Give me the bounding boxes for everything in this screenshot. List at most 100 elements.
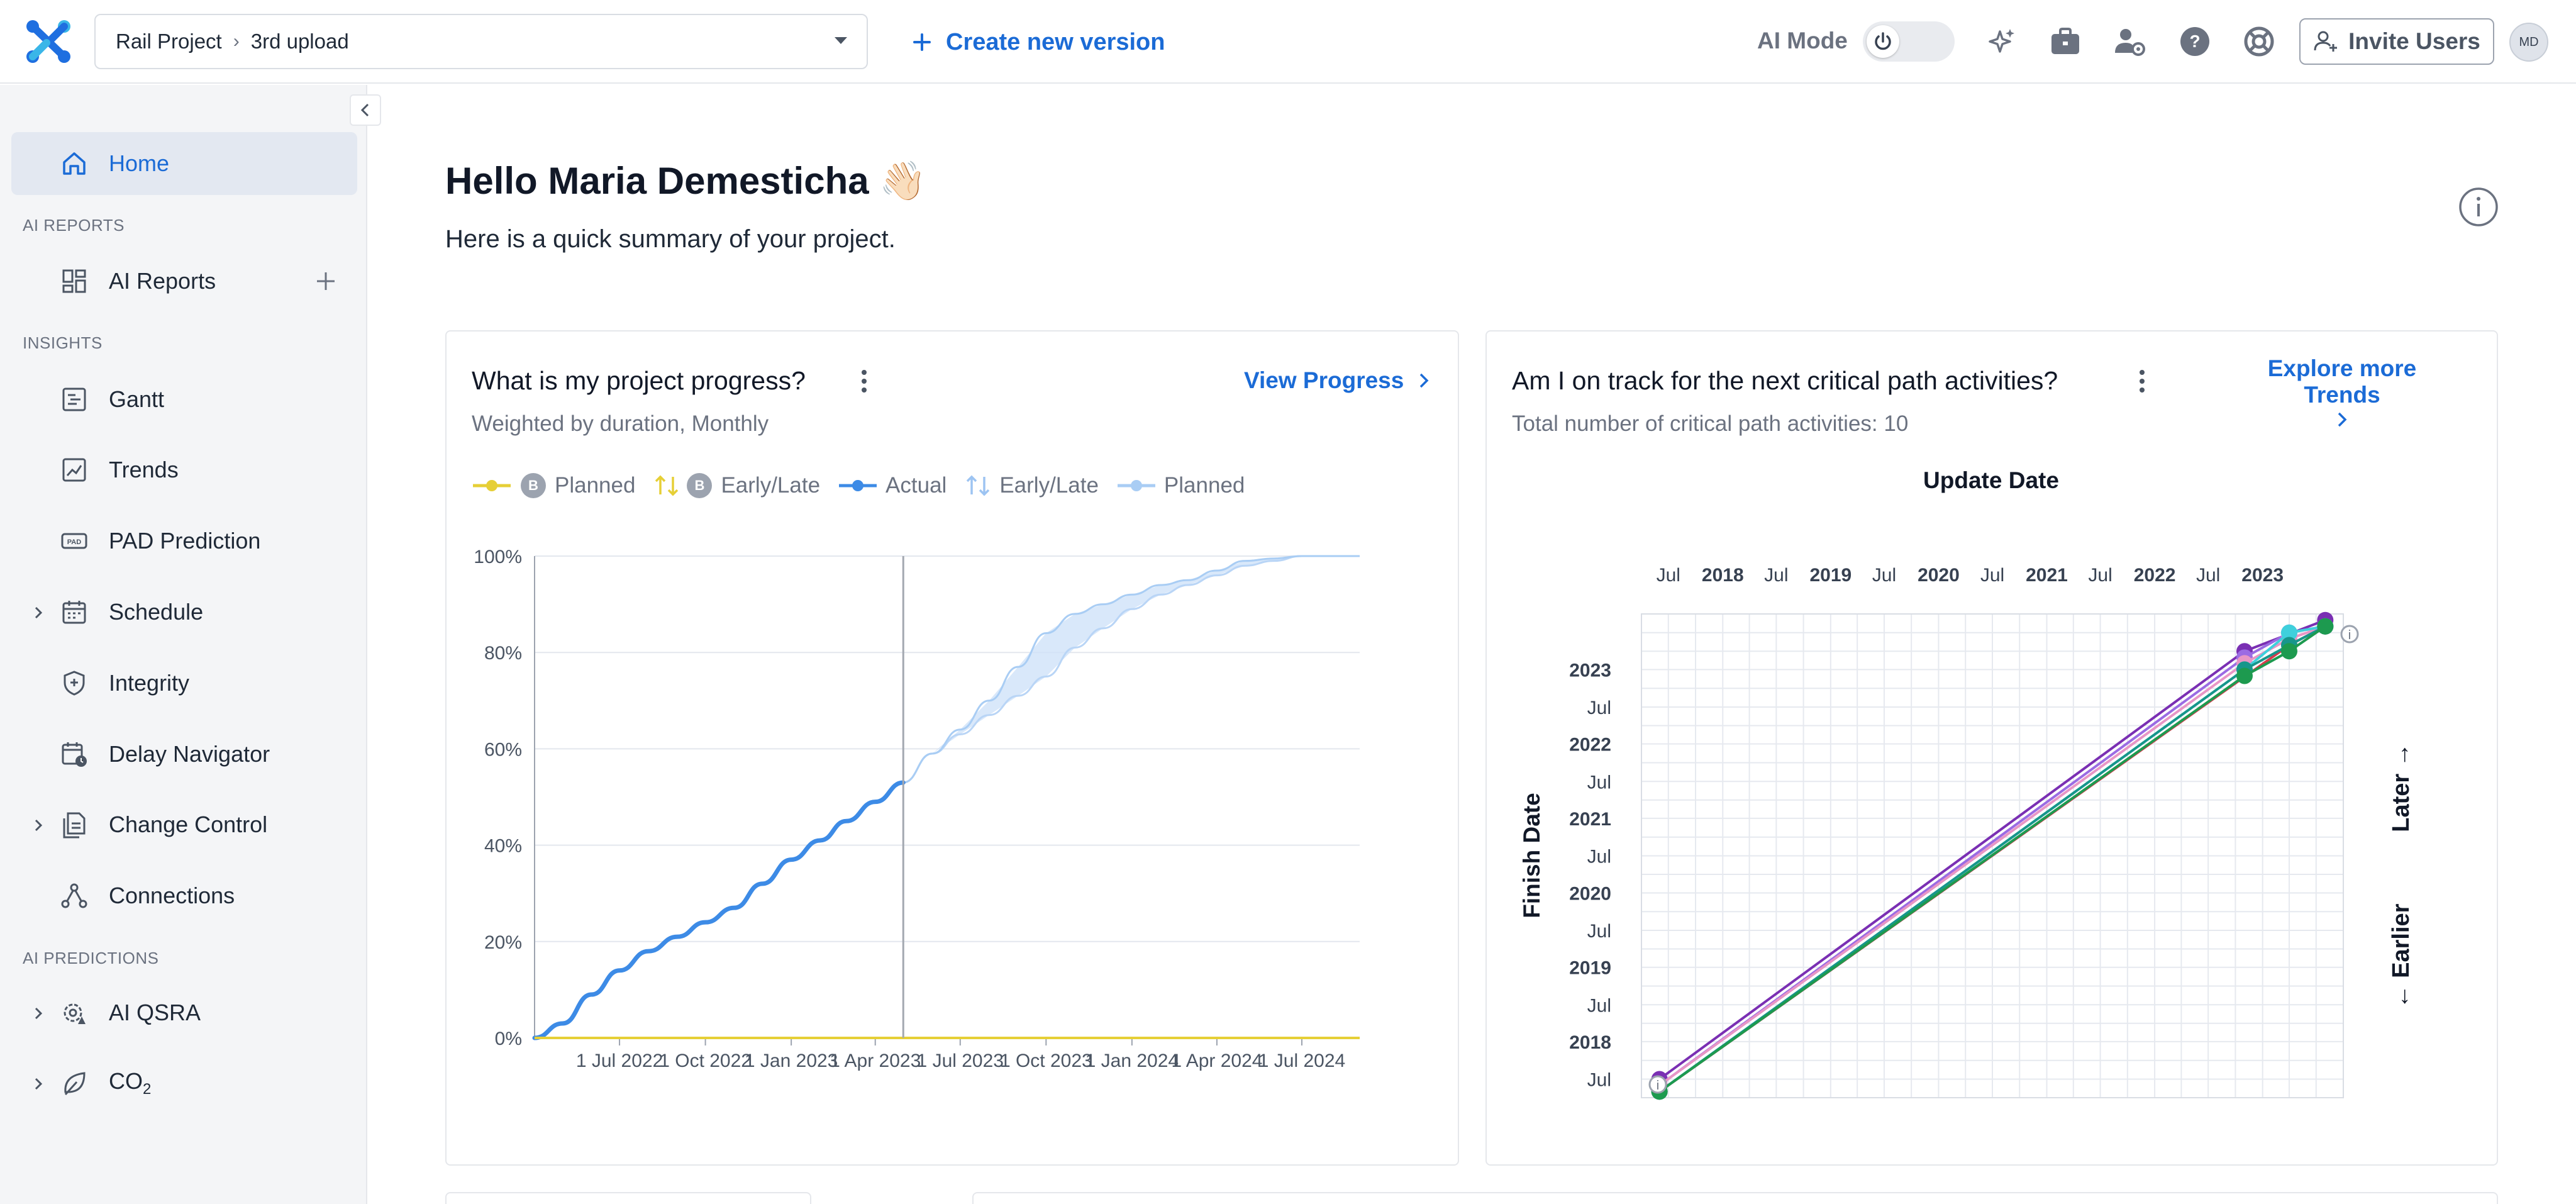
legend-item-planned[interactable]: Planned: [1116, 473, 1245, 498]
progress-card: [445, 330, 1459, 1166]
info-icon[interactable]: [2458, 186, 2499, 228]
ai-mode-toggle[interactable]: [1863, 21, 1955, 62]
y-tick-label: Jul: [1587, 772, 1611, 793]
avatar[interactable]: MD: [2509, 23, 2548, 62]
chevron-right-icon: [1420, 373, 1429, 388]
sidebar-item-change-control[interactable]: Change Control: [11, 793, 357, 856]
gear-alert-icon: [64, 1003, 86, 1024]
legend-label: Early/Late: [721, 473, 821, 498]
legend-line-marker: [839, 480, 877, 491]
connections-icon: [61, 883, 87, 908]
co2-subscript: 2: [143, 1081, 152, 1098]
x-tick-label: 1 Apr 2024: [1171, 1051, 1262, 1071]
y-tick-label: 2019: [1569, 958, 1611, 979]
pad-icon: PAD: [61, 533, 87, 549]
baseline-badge: B: [521, 473, 546, 498]
legend-item-early-late[interactable]: Early/Late: [964, 473, 1099, 498]
dashboard-icon: [62, 269, 86, 293]
legend-line-marker: [473, 480, 511, 491]
trend-chart-icon: [62, 458, 86, 482]
x-tick-label: 1 Oct 2023: [1000, 1051, 1092, 1071]
sidebar-item-pad-prediction[interactable]: PAD PAD Prediction: [11, 510, 357, 572]
sidebar-item-delay-navigator[interactable]: Delay Navigator: [11, 723, 357, 786]
y-tick-label: Jul: [1587, 1070, 1611, 1091]
y-tick-label: 2018: [1569, 1032, 1611, 1053]
x-tick-label: Jul: [1980, 565, 2004, 586]
x-tick-label: Jul: [1764, 565, 1788, 586]
explore-trends-link[interactable]: Explore more Trends: [2229, 355, 2455, 435]
support-lifebuoy-icon[interactable]: [2243, 25, 2275, 58]
help-icon[interactable]: ?: [2179, 25, 2211, 58]
next-card-top-edge: [445, 1192, 811, 1204]
trend-series-line: [1658, 625, 2326, 1093]
x-tick-label: 2018: [1702, 565, 1744, 586]
collapse-sidebar-button[interactable]: [350, 94, 381, 126]
y-tick-label: 2020: [1569, 883, 1611, 904]
gantt-icon: [62, 387, 86, 411]
chevron-right-icon[interactable]: [29, 1004, 48, 1023]
sparkle-icon[interactable]: [1985, 25, 2018, 58]
legend-label: Actual: [886, 473, 947, 498]
view-progress-link[interactable]: View Progress: [1244, 367, 1431, 394]
sidebar-item-label: Delay Navigator: [109, 741, 270, 767]
y-tick-label: 60%: [484, 739, 522, 760]
plus-icon: [913, 33, 931, 51]
legend-item-baseline-planned[interactable]: B Planned: [472, 473, 635, 498]
progress-card-subtitle: Weighted by duration, Monthly: [472, 411, 769, 436]
sidebar-item-ai-reports[interactable]: AI Reports: [11, 250, 357, 313]
legend-label: Planned: [1163, 473, 1245, 498]
sidebar: [0, 85, 367, 1204]
trend-point: [2236, 667, 2253, 684]
later-label: Later →: [2388, 743, 2414, 832]
chevron-right-icon: ›: [233, 31, 240, 52]
chevron-right-icon: [2338, 412, 2347, 427]
legend-label: Early/Late: [999, 473, 1099, 498]
legend-item-actual[interactable]: Actual: [838, 473, 947, 498]
app-logo[interactable]: [25, 19, 72, 64]
x-tick-label: 2021: [2026, 565, 2068, 586]
sidebar-item-label: Change Control: [109, 811, 268, 837]
series-line-planned: [903, 555, 1360, 784]
progress-legend: B Planned B Early/Late Actual Early/Late…: [472, 473, 1262, 498]
sidebar-item-label: AI Reports: [109, 268, 216, 294]
progress-card-title: What is my project progress?: [472, 366, 806, 395]
sidebar-item-integrity[interactable]: Integrity: [11, 652, 357, 715]
sidebar-item-label: Home: [109, 150, 170, 176]
user-settings-icon[interactable]: [2113, 25, 2146, 58]
create-version-label: Create new version: [946, 28, 1165, 55]
page-title: Hello Maria Demesticha 👋🏻: [445, 160, 926, 202]
sidebar-item-co2[interactable]: CO2: [11, 1052, 357, 1115]
more-options-icon[interactable]: [858, 367, 870, 395]
sidebar-item-ai-qsra[interactable]: AI QSRA: [11, 981, 357, 1044]
baseline-badge: B: [687, 473, 713, 498]
chevron-right-icon[interactable]: [29, 603, 48, 622]
y-tick-label: 2021: [1569, 809, 1611, 830]
chevron-right-icon[interactable]: [29, 816, 48, 835]
plot-border: [1641, 613, 2344, 1098]
sidebar-item-label: AI QSRA: [109, 1000, 201, 1025]
y-axis-title: Finish Date: [1519, 793, 1545, 918]
more-options-icon[interactable]: [2136, 367, 2148, 395]
explore-trends-label: Explore more Trends: [2267, 355, 2417, 408]
sidebar-item-home[interactable]: Home: [11, 132, 357, 195]
y-tick-label: 100%: [474, 547, 522, 567]
documents-icon: [63, 812, 86, 839]
trend-series-line: [1658, 625, 2326, 1093]
chevron-right-icon[interactable]: [29, 1074, 48, 1093]
add-report-icon[interactable]: [313, 269, 338, 294]
briefcase-icon[interactable]: [2049, 25, 2082, 58]
trend-point: [2280, 643, 2297, 660]
shield-icon: [64, 671, 85, 696]
project-version-select[interactable]: Rail Project › 3rd upload: [94, 14, 868, 69]
sidebar-item-gantt[interactable]: Gantt: [11, 368, 357, 431]
sidebar-item-schedule[interactable]: Schedule: [11, 581, 357, 644]
page-subtitle: Here is a quick summary of your project.: [445, 225, 896, 253]
x-tick-label: 1 Oct 2022: [659, 1051, 752, 1071]
sidebar-item-trends[interactable]: Trends: [11, 438, 357, 501]
invite-users-button[interactable]: Invite Users: [2299, 18, 2494, 65]
sidebar-item-connections[interactable]: Connections: [11, 864, 357, 927]
legend-item-baseline-early-late[interactable]: B Early/Late: [653, 473, 820, 498]
create-version-button[interactable]: Create new version: [912, 25, 1165, 59]
x-tick-label: Jul: [1872, 565, 1896, 586]
early-late-band: [903, 556, 1360, 783]
